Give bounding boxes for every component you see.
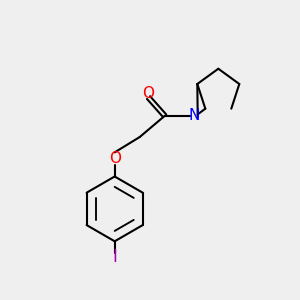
Text: N: N [188, 108, 200, 123]
Text: O: O [142, 86, 154, 101]
Text: I: I [112, 248, 117, 266]
Text: O: O [109, 151, 121, 166]
